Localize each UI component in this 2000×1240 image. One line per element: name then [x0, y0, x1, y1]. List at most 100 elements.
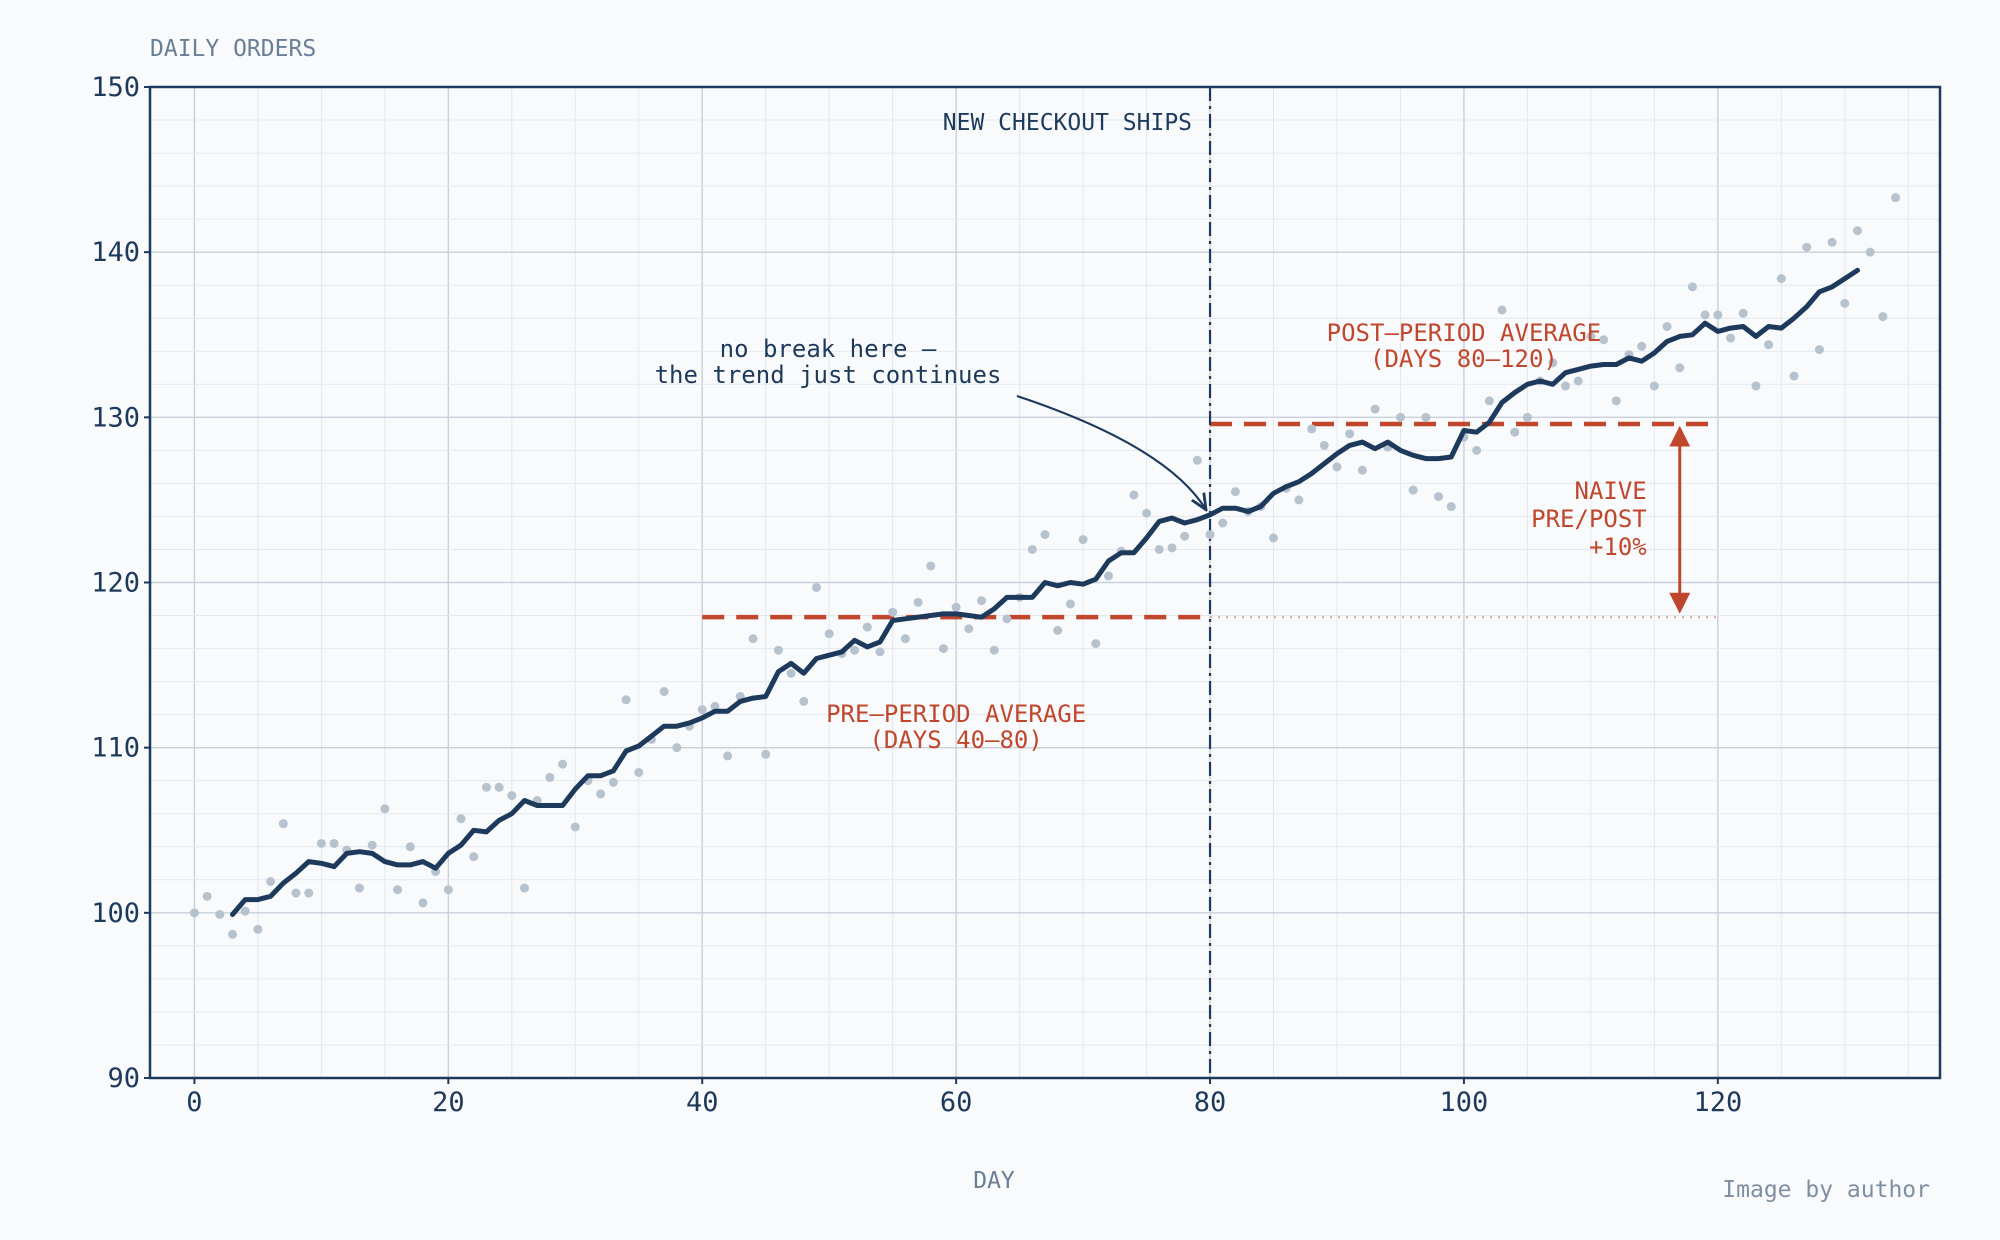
data-point	[1142, 508, 1152, 518]
data-point	[888, 607, 898, 617]
x-tick-label: 100	[1440, 1087, 1489, 1118]
data-point	[380, 804, 390, 814]
data-point	[1154, 544, 1164, 554]
y-tick-label: 120	[91, 568, 140, 599]
axis-ticks: 0 20 40 60 80 100 120 90 100 110 120 130 140 150	[91, 72, 1742, 1118]
x-tick-label: 120	[1693, 1087, 1742, 1118]
data-point	[1891, 193, 1901, 203]
x-axis-label: DAY	[973, 1168, 1015, 1194]
y-tick-label: 150	[91, 72, 140, 103]
pre-average-label-line1: PRE–PERIOD AVERAGE	[826, 700, 1086, 728]
data-point	[773, 645, 783, 655]
data-point	[799, 696, 809, 706]
data-point	[1370, 404, 1380, 414]
annotation-text-line1: no break here —	[720, 335, 937, 363]
data-point	[900, 634, 910, 644]
data-point	[520, 883, 530, 893]
data-point	[913, 597, 923, 607]
y-tick-label: 110	[91, 733, 140, 764]
data-point	[1776, 274, 1786, 284]
data-point	[316, 838, 326, 848]
data-point	[1027, 544, 1037, 554]
data-point	[443, 885, 453, 895]
data-point	[1053, 625, 1063, 635]
data-point	[634, 767, 644, 777]
event-label: NEW CHECKOUT SHIPS	[943, 110, 1192, 136]
data-point	[469, 852, 479, 862]
data-point	[1345, 429, 1355, 439]
data-point	[1789, 371, 1799, 381]
x-tick-label: 0	[186, 1087, 202, 1118]
data-point	[1852, 226, 1862, 236]
data-point	[1269, 533, 1279, 543]
y-tick-label: 130	[91, 402, 140, 433]
data-point	[1167, 543, 1177, 553]
data-point	[1230, 487, 1240, 497]
x-tick-label: 80	[1194, 1087, 1227, 1118]
post-average-label-line1: POST–PERIOD AVERAGE	[1327, 319, 1602, 347]
data-point	[1002, 614, 1012, 624]
data-point	[1840, 298, 1850, 308]
data-point	[1408, 485, 1418, 495]
data-point	[1472, 445, 1482, 455]
data-point	[189, 908, 199, 918]
data-point	[1103, 571, 1113, 581]
data-point	[659, 687, 669, 697]
data-point	[1522, 412, 1532, 422]
data-point	[278, 819, 288, 829]
naive-effect-label-line1: NAIVE	[1575, 477, 1647, 505]
data-point	[748, 634, 758, 644]
data-point	[1421, 412, 1431, 422]
data-point	[1814, 345, 1824, 355]
data-point	[1751, 381, 1761, 391]
data-point	[1497, 305, 1507, 315]
data-point	[621, 695, 631, 705]
data-point	[1865, 247, 1875, 257]
data-point	[1395, 412, 1405, 422]
data-point	[507, 791, 517, 801]
reference-lines	[702, 87, 1718, 1078]
data-point	[228, 929, 238, 939]
data-point	[1332, 462, 1342, 472]
data-point	[1637, 341, 1647, 351]
data-point	[1662, 321, 1672, 331]
annotation-text-line2: the trend just continues	[655, 361, 1002, 389]
data-point	[1687, 282, 1697, 292]
image-credit: Image by author	[1722, 1177, 1930, 1203]
data-point	[1700, 310, 1710, 320]
data-point	[875, 647, 885, 657]
data-point	[1713, 310, 1723, 320]
data-point	[1738, 308, 1748, 318]
data-point	[1649, 381, 1659, 391]
data-point	[951, 602, 961, 612]
data-point	[1560, 381, 1570, 391]
data-point	[1510, 427, 1520, 437]
naive-effect-label-line2: PRE/POST	[1531, 505, 1647, 533]
data-point	[329, 838, 339, 848]
data-point	[811, 582, 821, 592]
annotation-arrow	[1016, 394, 1206, 510]
data-point	[1065, 599, 1075, 609]
data-point	[926, 561, 936, 571]
data-point	[1586, 331, 1596, 341]
trend-line-series	[230, 267, 1860, 917]
data-point	[253, 924, 263, 934]
pre-average-label-line2: (DAYS 40–80)	[869, 726, 1042, 754]
data-point	[1764, 340, 1774, 350]
data-point	[291, 888, 301, 898]
data-point	[938, 644, 948, 654]
data-point	[240, 906, 250, 916]
data-point	[1205, 530, 1215, 540]
data-point	[1878, 312, 1888, 322]
data-point	[723, 751, 733, 761]
data-point	[1218, 518, 1228, 528]
data-point	[1129, 490, 1139, 500]
data-point	[1611, 396, 1621, 406]
data-point	[1357, 465, 1367, 475]
data-point	[761, 749, 771, 759]
data-point	[1040, 530, 1050, 540]
data-point	[824, 629, 834, 639]
data-point	[481, 782, 491, 792]
data-point	[456, 814, 466, 824]
